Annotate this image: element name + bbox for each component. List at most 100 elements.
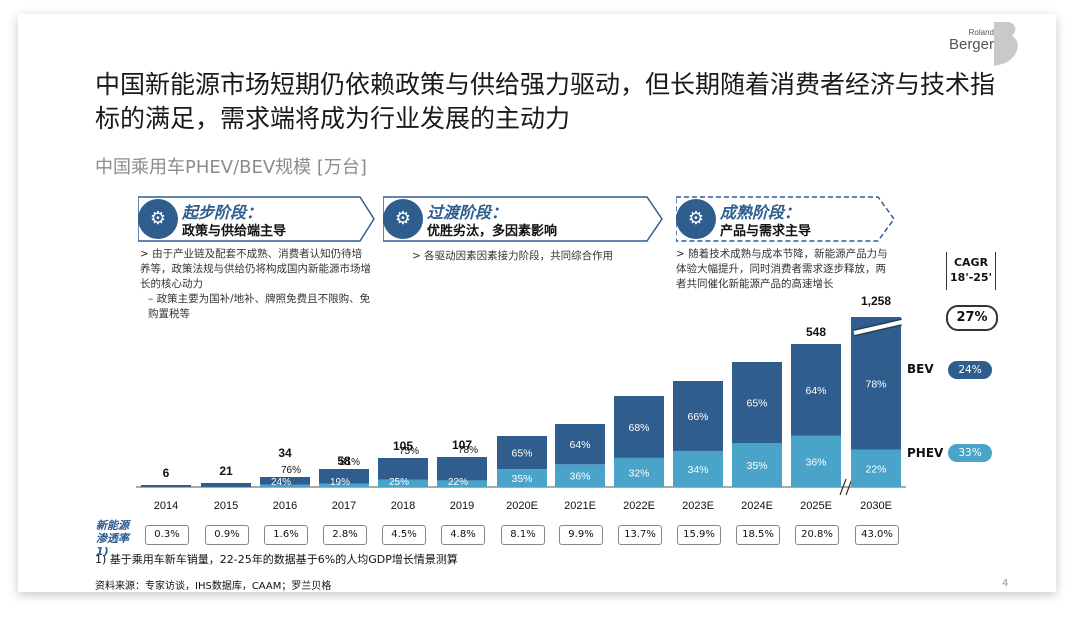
penetration-value: 2.8% (323, 525, 367, 545)
x-tick-label: 2022E (623, 500, 655, 512)
stage-name: 起步阶段： (182, 203, 263, 222)
phev-share-label: 36% (569, 471, 590, 483)
total-label: 107 (452, 438, 472, 452)
bar-phev (497, 469, 547, 487)
car-icon: ⚙ (676, 199, 716, 239)
bar-bev (437, 457, 487, 481)
logo-mark-icon (994, 22, 1018, 66)
stage-name: 过渡阶段： (427, 203, 508, 222)
phev-share-label: 35% (511, 473, 532, 485)
bev-share-label: 76% (281, 465, 301, 476)
x-tick-label: 2023E (682, 500, 714, 512)
penetration-value: 15.9% (677, 525, 721, 545)
total-label: 1,258 (861, 294, 891, 308)
penetration-value: 4.8% (441, 525, 485, 545)
phev-share-label: 22% (448, 477, 468, 488)
bar-bev (260, 477, 310, 485)
page-number: 4 (1002, 578, 1009, 589)
car-icon: ⚙ (138, 199, 178, 239)
bev-share-label: 75% (399, 446, 419, 457)
bev-share-label: 78% (458, 445, 478, 456)
stage-mature-bullets: > 随着技术成熟与成本节降，新能源产品力与体验大幅提升，同时消费者需求逐步释放，… (676, 247, 894, 292)
stage-transition: ⚙ 过渡阶段： 优胜劣汰，多因素影响 (383, 196, 663, 242)
bar-phev (555, 464, 605, 487)
bar-total (141, 485, 191, 487)
roland-berger-logo: Roland Berger (930, 22, 1030, 72)
bar-phev (260, 484, 310, 487)
bar-bev (319, 469, 369, 484)
x-tick-label: 2018 (391, 500, 415, 512)
bar-break (853, 320, 903, 335)
bar-phev (851, 449, 901, 487)
bar-phev (673, 450, 723, 487)
bev-share-label: 64% (805, 385, 826, 397)
penetration-value: 18.5% (736, 525, 780, 545)
penetration-value: 8.1% (501, 525, 545, 545)
phev-cagr-badge: 33% (948, 444, 992, 462)
x-tick-label: 2015 (214, 500, 238, 512)
stage-transition-bullets: > 各驱动因素因素接力阶段，共同综合作用 (412, 249, 648, 264)
cagr-total: 27% (946, 305, 998, 331)
bar-phev (319, 483, 369, 487)
total-label: 58 (337, 454, 351, 468)
bar-bev (378, 458, 428, 480)
bar-bev (555, 424, 605, 465)
phev-share-label: 24% (271, 477, 291, 488)
stage-name: 成熟阶段： (720, 203, 801, 222)
bar-bev (497, 436, 547, 470)
bev-share-label: 65% (746, 398, 767, 410)
total-label: 21 (219, 464, 233, 478)
bev-share-label: 68% (628, 422, 649, 434)
bev-share-label: 81% (340, 457, 360, 468)
stage-start: ⚙ 起步阶段： 政策与供给端主导 (138, 196, 376, 242)
bullet: > 由于产业链及配套不成熟、消费者认知仍待培养等，政策法规与供给仍将构成国内新能… (140, 248, 371, 290)
bullet: – 政策主要为国补/地补、牌照免费且不限购、免购置税等 (148, 293, 371, 320)
bullet: > 随着技术成熟与成本节降，新能源产品力与体验大幅提升，同时消费者需求逐步释放，… (676, 248, 888, 290)
bev-share-label: 66% (687, 411, 708, 423)
cagr-label: CAGR (953, 256, 989, 269)
phev-share-label: 19% (330, 477, 350, 488)
penetration-value: 20.8% (795, 525, 839, 545)
penetration-value: 1.6% (264, 525, 308, 545)
page-title: 中国新能源市场短期仍依赖政策与供给强力驱动，但长期随着消费者经济与技术指标的满足… (95, 70, 996, 133)
bar-bev (732, 362, 782, 444)
bar-phev (437, 480, 487, 487)
total-label: 34 (278, 446, 292, 460)
bar-phev (791, 435, 841, 487)
stage-desc: 优胜劣汰，多因素影响 (427, 224, 558, 239)
penetration-value: 0.3% (145, 525, 189, 545)
car-icon: ⚙ (383, 199, 423, 239)
stage-desc: 政策与供给端主导 (182, 224, 287, 239)
total-label: 105 (393, 439, 413, 453)
penetration-value: 43.0% (855, 525, 899, 545)
logo-line2: Berger (948, 36, 994, 53)
x-tick-label: 2019 (450, 500, 474, 512)
source: 资料来源：专家访谈，IHS数据库，CAAM；罗兰贝格 (95, 581, 332, 592)
x-tick-label: 2017 (332, 500, 356, 512)
bev-cagr-badge: 24% (948, 361, 992, 379)
x-tick-label: 2014 (154, 500, 178, 512)
stage-desc: 产品与需求主导 (720, 224, 812, 239)
chart-subtitle: 中国乘用车PHEV/BEV规模 [万台] (95, 157, 367, 178)
bullet: > 各驱动因素因素接力阶段，共同综合作用 (412, 250, 614, 262)
x-tick-label: 2030E (860, 500, 892, 512)
phev-share-label: 22% (865, 463, 886, 475)
phev-label: PHEV (907, 446, 944, 460)
x-tick-label: 2021E (564, 500, 596, 512)
x-tick-label: 2025E (800, 500, 832, 512)
bev-share-label: 65% (511, 448, 532, 460)
penetration-value: 4.5% (382, 525, 426, 545)
penetration-value: 9.9% (559, 525, 603, 545)
x-tick-label: 2016 (273, 500, 297, 512)
cagr-period: 18'-25' (950, 271, 992, 284)
stage-start-bullets: > 由于产业链及配套不成熟、消费者认知仍待培养等，政策法规与供给仍将构成国内新能… (140, 247, 372, 322)
penetration-value: 13.7% (618, 525, 662, 545)
bev-share-label: 64% (569, 439, 590, 451)
footnote: 1) 基于乘用车新车销量，22-25年的数据基于6%的人均GDP增长情景测算 (95, 553, 458, 566)
bar-phev (732, 443, 782, 487)
bar-break (853, 318, 903, 331)
phev-share-label: 35% (746, 460, 767, 472)
total-label: 6 (163, 466, 170, 480)
bar-phev (378, 479, 428, 487)
